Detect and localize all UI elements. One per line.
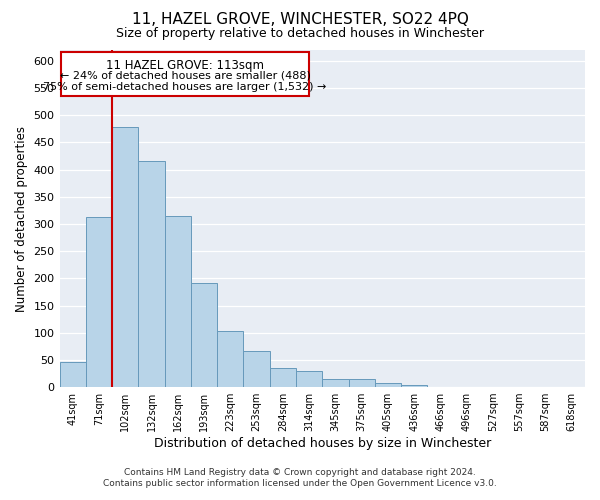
- Bar: [375, 384, 401, 387]
- Bar: [296, 371, 322, 387]
- Text: Contains HM Land Registry data © Crown copyright and database right 2024.
Contai: Contains HM Land Registry data © Crown c…: [103, 468, 497, 487]
- Bar: [86, 218, 112, 387]
- Bar: [349, 380, 375, 387]
- Bar: [191, 282, 217, 387]
- Bar: [322, 380, 349, 387]
- Bar: [112, 126, 139, 387]
- Bar: [59, 362, 86, 387]
- Text: 11 HAZEL GROVE: 113sqm: 11 HAZEL GROVE: 113sqm: [106, 58, 264, 71]
- FancyBboxPatch shape: [61, 52, 309, 96]
- Text: ← 24% of detached houses are smaller (488): ← 24% of detached houses are smaller (48…: [59, 70, 310, 81]
- Text: 75% of semi-detached houses are larger (1,532) →: 75% of semi-detached houses are larger (…: [43, 82, 326, 92]
- Text: Size of property relative to detached houses in Winchester: Size of property relative to detached ho…: [116, 28, 484, 40]
- Bar: [427, 386, 454, 387]
- Bar: [217, 330, 244, 387]
- X-axis label: Distribution of detached houses by size in Winchester: Distribution of detached houses by size …: [154, 437, 491, 450]
- Bar: [164, 216, 191, 387]
- Bar: [401, 386, 427, 387]
- Bar: [139, 161, 164, 387]
- Bar: [244, 350, 270, 387]
- Bar: [532, 386, 559, 387]
- Text: 11, HAZEL GROVE, WINCHESTER, SO22 4PQ: 11, HAZEL GROVE, WINCHESTER, SO22 4PQ: [131, 12, 469, 28]
- Y-axis label: Number of detached properties: Number of detached properties: [15, 126, 28, 312]
- Bar: [270, 368, 296, 387]
